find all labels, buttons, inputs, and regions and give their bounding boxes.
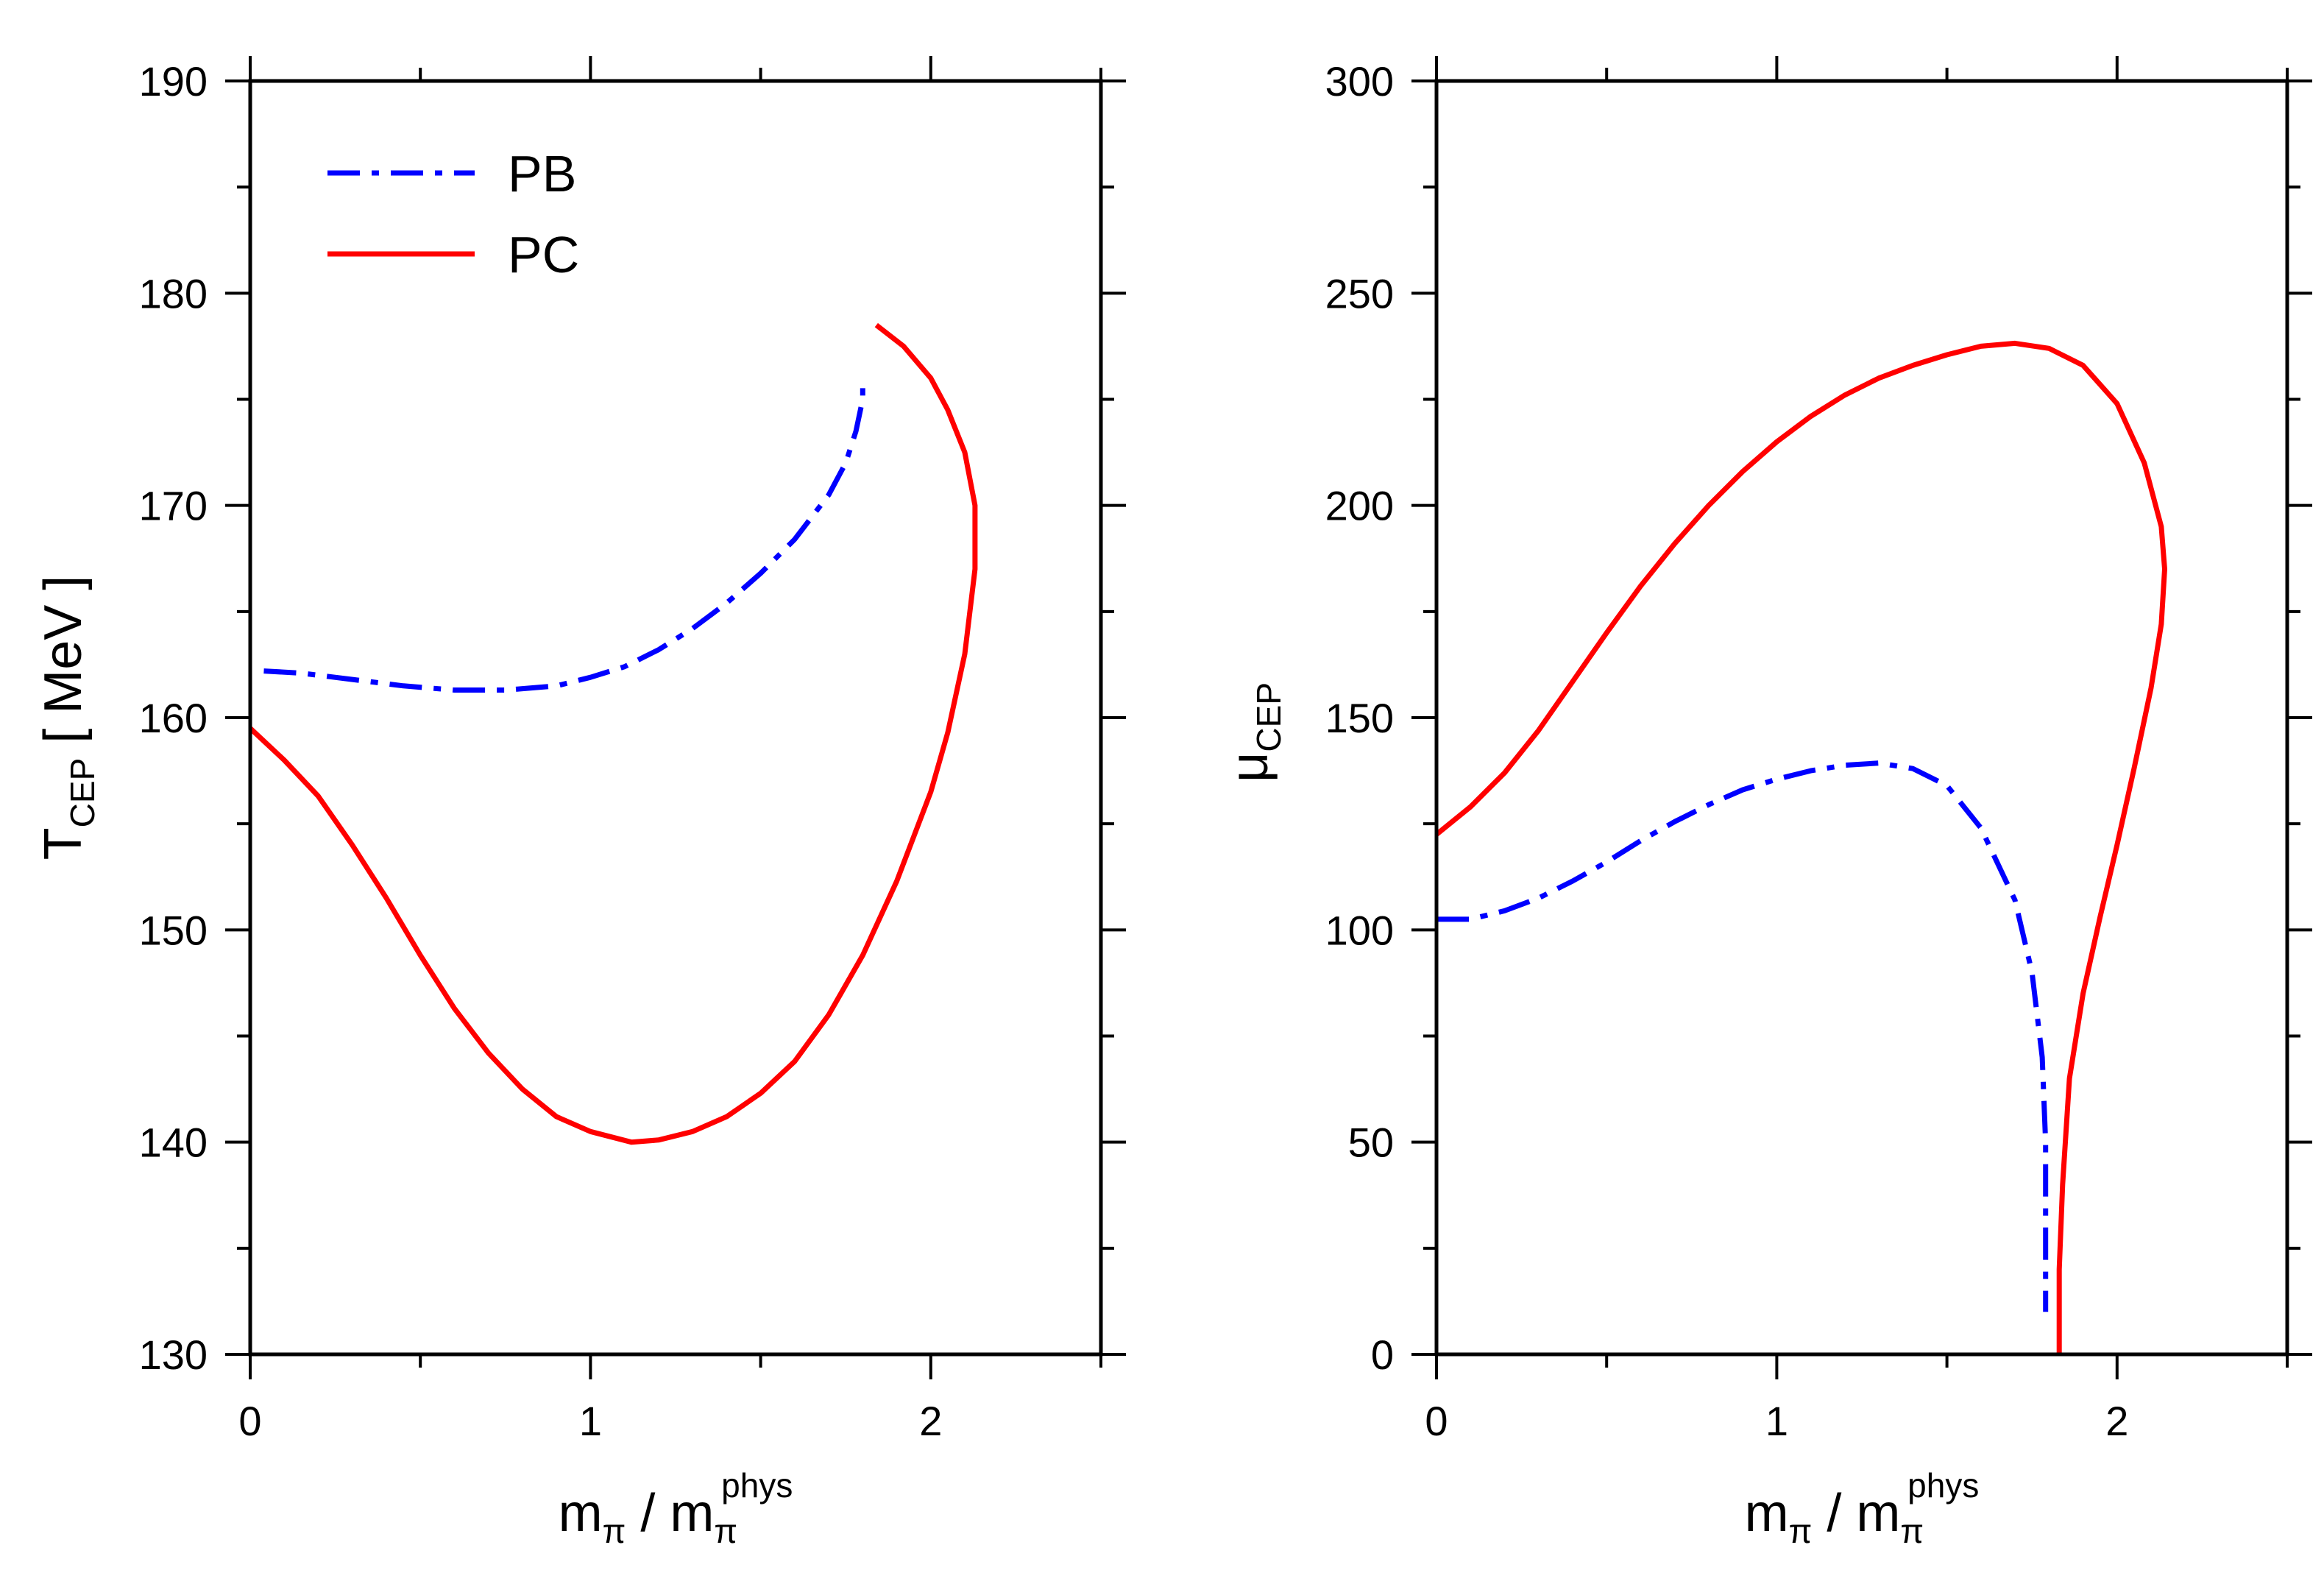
y-tick-label: 150 [1325,695,1394,741]
y-tick-label: 150 [139,907,208,953]
x-tick-label: 2 [919,1398,942,1444]
left-plot-frame [248,79,1103,1357]
legend-label-pc: PC [508,226,579,283]
right-series [1434,340,2167,1354]
left-series [248,322,978,1145]
left-xlabel-sub2: π [714,1512,737,1550]
y-tick-label: 0 [1371,1332,1394,1378]
y-tick-label: 250 [1325,270,1394,317]
right-tick-labels: 0 1 2 0 50 100 150 200 250 300 [1325,58,2129,1444]
left-ticks [225,56,1126,1379]
x-tick-label: 1 [1765,1398,1788,1444]
y-tick-label: 100 [1325,907,1394,953]
y-tick-label: 300 [1325,58,1394,105]
y-tick-label: 190 [139,58,208,105]
series-line-pb [1436,760,2049,1312]
y-tick-label: 180 [139,270,208,317]
y-tick-label: 200 [1325,483,1394,529]
left-tick-labels: 0 1 2 130 140 150 160 170 180 190 [139,58,943,1444]
right-ticks [1411,56,2312,1379]
y-tick-label: 160 [139,695,208,741]
right-ylabel-main: μ [1220,752,1279,782]
right-xlabel-main: m [1745,1484,1789,1543]
legend: PB PC [327,145,579,283]
right-y-axis-label: μCEP [1220,682,1288,782]
left-ylabel-sub: CEP [63,758,102,828]
y-tick-label: 50 [1348,1120,1394,1166]
x-tick-label: 2 [2105,1398,2128,1444]
y-tick-label: 130 [139,1332,208,1378]
left-x-axis-label: mπ / mπphys [559,1466,793,1550]
series-line-pc [248,322,978,1145]
y-tick-label: 170 [139,483,208,529]
legend-label-pb: PB [508,145,576,202]
x-tick-label: 0 [238,1398,261,1444]
y-tick-label: 140 [139,1120,208,1166]
right-x-axis-label: mπ / mπphys [1745,1466,1980,1550]
right-ylabel-sub: CEP [1250,682,1288,752]
right-xlabel-sub1: π [1789,1512,1813,1550]
left-xlabel-sup2: phys [721,1466,793,1505]
x-tick-label: 0 [1425,1398,1448,1444]
left-xlabel-sep: / m [626,1484,714,1543]
right-xlabel-sep: / m [1812,1484,1900,1543]
left-xlabel-main: m [559,1484,603,1543]
left-y-axis-label: TCEP [ MeV ] [34,576,102,860]
x-tick-label: 1 [579,1398,602,1444]
right-xlabel-sup2: phys [1907,1466,1979,1505]
left-xlabel-sub1: π [603,1512,626,1550]
left-ylabel-main: T [34,827,93,860]
series-line-pb [263,378,865,693]
right-plot-frame [1434,79,2289,1357]
left-ylabel-rest: [ MeV ] [34,576,93,758]
series-line-pc [1434,340,2167,1354]
right-xlabel-sub2: π [1900,1512,1924,1550]
